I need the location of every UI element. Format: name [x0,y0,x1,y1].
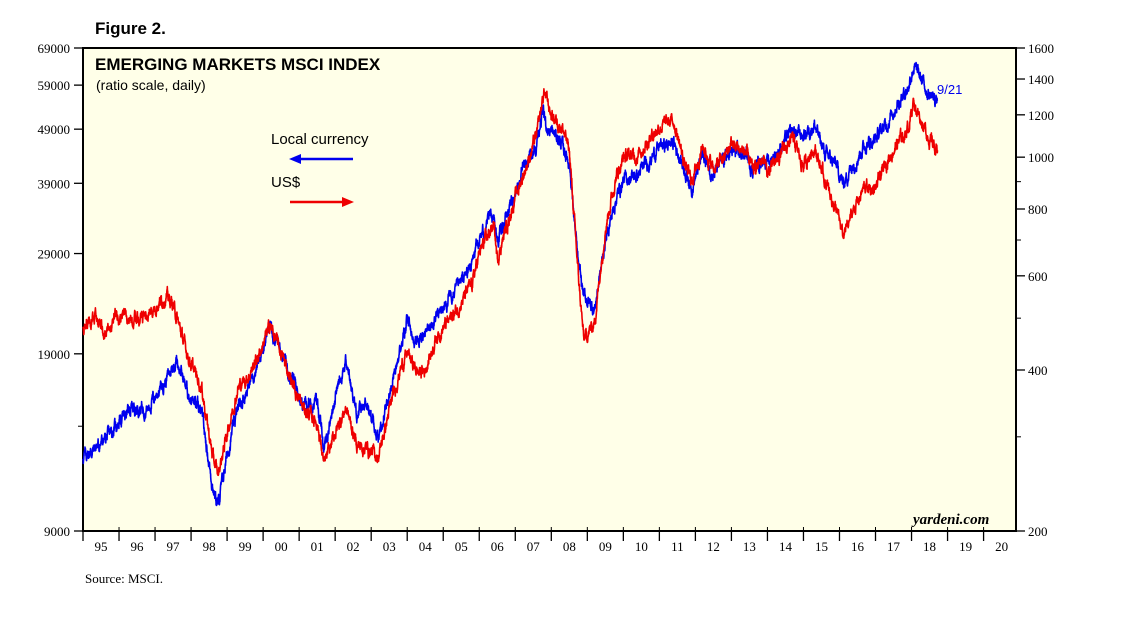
x-axis-year-label: 06 [491,539,505,554]
x-axis-year-label: 01 [311,539,324,554]
x-axis-year-label: 95 [95,539,108,554]
right-axis-tick-label: 1400 [1028,72,1054,87]
legend-label-usd: US$ [271,174,301,191]
x-axis-year-label: 00 [275,539,288,554]
x-axis-year-label: 12 [707,539,720,554]
x-axis-year-label: 96 [131,539,145,554]
left-axis-tick-label: 19000 [38,347,71,362]
right-axis-tick-label: 800 [1028,202,1048,217]
watermark: yardeni.com [911,512,989,528]
x-axis-year-label: 13 [743,539,756,554]
left-axis-tick-label: 59000 [38,78,71,93]
x-axis-year-label: 14 [779,539,793,554]
left-axis: 69000 59000 49000 39000 29000 19000 9000 [38,41,83,539]
last-date-label: 9/21 [937,82,962,97]
right-axis-tick-label: 1000 [1028,150,1054,165]
right-axis-tick-label: 1600 [1028,41,1054,56]
x-axis-year-label: 04 [419,539,433,554]
x-axis-year-label: 98 [203,539,216,554]
left-axis-tick-label: 9000 [44,524,70,539]
x-axis-year-label: 05 [455,539,468,554]
x-axis-year-label: 07 [527,539,541,554]
x-axis-year-label: 99 [239,539,252,554]
x-axis-year-label: 09 [599,539,612,554]
x-axis-year-label: 19 [959,539,972,554]
x-axis-year-label: 08 [563,539,576,554]
x-axis-year-label: 11 [671,539,684,554]
left-axis-tick-label: 49000 [38,122,71,137]
right-axis-tick-label: 600 [1028,269,1048,284]
left-axis-tick-label: 39000 [38,176,71,191]
x-axis-year-label: 20 [995,539,1008,554]
figure-label: Figure 2. [95,19,166,38]
legend-label-local-currency: Local currency [271,131,369,148]
left-axis-tick-label: 29000 [38,247,71,262]
series-layer [82,61,939,507]
chart-subtitle: (ratio scale, daily) [96,77,206,93]
x-axis-year-label: 16 [851,539,865,554]
left-axis-tick-label: 69000 [38,41,71,56]
x-axis-year-label: 97 [167,539,181,554]
chart-title: EMERGING MARKETS MSCI INDEX [95,55,381,74]
x-axis-year-label: 15 [815,539,828,554]
right-axis-tick-label: 200 [1028,524,1048,539]
series-line-usd [82,88,939,477]
legend-arrow-left-icon [289,154,353,164]
x-axis: 95 96 97 98 99 00 01 02 03 04 05 06 07 08 09 10 11 12 13 14… [82,527,1008,554]
x-axis-year-label: 02 [347,539,360,554]
x-axis-year-label: 10 [635,539,648,554]
x-axis-year-label: 18 [923,539,936,554]
source-note: Source: MSCI. [85,571,163,586]
right-axis: 1600 1400 1200 1000 800 600 400 200 [1016,41,1054,539]
legend-arrow-right-icon [290,197,354,207]
plot-area [82,47,1017,532]
x-axis-year-label: 17 [887,539,901,554]
right-axis-tick-label: 400 [1028,363,1048,378]
right-axis-tick-label: 1200 [1028,108,1054,123]
x-axis-year-label: 03 [383,539,396,554]
